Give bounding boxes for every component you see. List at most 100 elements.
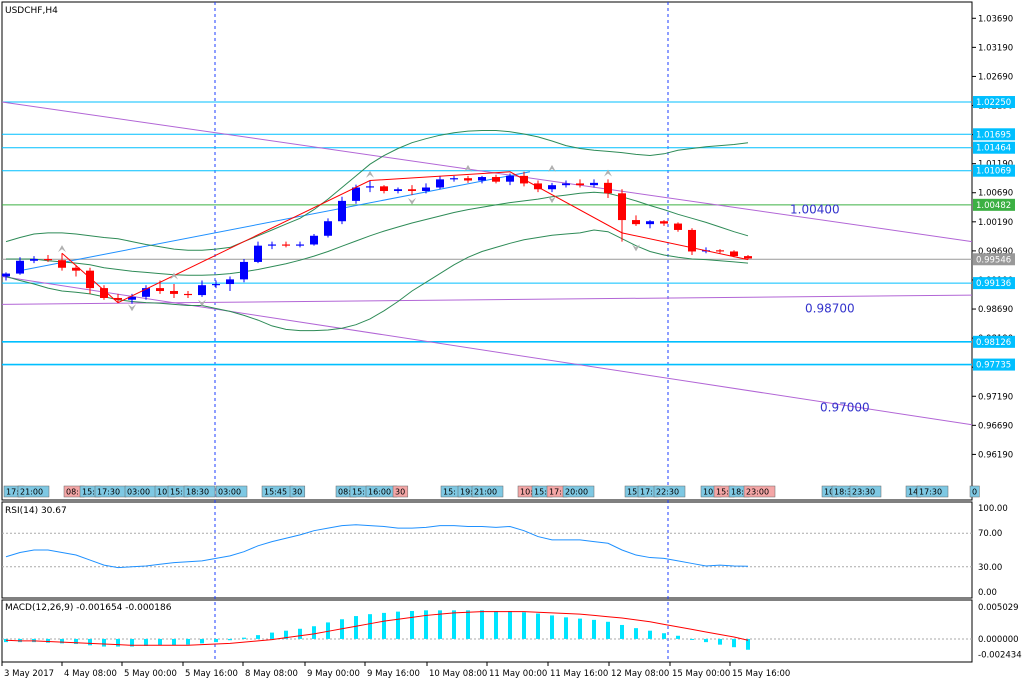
macd-histogram-bar (410, 610, 414, 639)
fractal-arrow (548, 164, 556, 172)
candle-body (562, 183, 570, 186)
candle-body (660, 221, 668, 224)
price-tick-label: 1.00190 (978, 218, 1013, 228)
macd-histogram-bar (452, 610, 456, 639)
candle-body (478, 177, 486, 181)
session-box-label: 17: (549, 488, 562, 497)
date-label: 11 May 00:00 (489, 669, 547, 679)
price-axis: 1.036901.031901.026901.021901.016901.011… (1, 14, 1022, 679)
price-tick-label: 1.01190 (978, 160, 1013, 170)
candle-body (324, 221, 332, 236)
price-level-label: 0.99136 (976, 279, 1011, 289)
session-box-label: 19: (460, 488, 473, 497)
date-label: 10 May 08:00 (429, 669, 487, 679)
price-tick-label: 0.96190 (978, 450, 1013, 460)
session-box-label: 15: (627, 488, 640, 497)
candle-body (408, 189, 416, 191)
session-box-label: 21:00 (20, 488, 43, 497)
candle-body (100, 288, 108, 298)
macd-histogram-bar (116, 638, 120, 647)
price-tick-label: 0.99690 (978, 247, 1013, 257)
price-level-box (973, 277, 1015, 290)
session-box (969, 485, 980, 498)
session-box-label: 0 (972, 488, 977, 497)
price-level-label: 1.01069 (976, 167, 1011, 177)
candle-body (282, 244, 290, 246)
price-tick-label: 0.97190 (978, 392, 1013, 402)
price-level-box (973, 128, 1015, 141)
session-box-label: 10: (703, 488, 716, 497)
macd-histogram-bar (732, 638, 736, 648)
session-box-label: 17: (6, 488, 19, 497)
session-box-label: 08: (66, 488, 79, 497)
session-box (916, 485, 949, 498)
date-label: 5 May 00:00 (124, 669, 177, 679)
price-level-label: 0.97735 (976, 361, 1011, 371)
candle-body (688, 229, 696, 252)
candle-body (310, 235, 318, 245)
date-label: 8 May 08:00 (245, 669, 298, 679)
macd-histogram-bar (298, 628, 302, 639)
session-box-label: 08: (338, 488, 351, 497)
macd-histogram-bar (312, 626, 316, 639)
session-box-label: 10 (824, 488, 834, 497)
candle-body (450, 178, 458, 180)
session-box-label: 20:00 (565, 488, 588, 497)
candle-body (72, 267, 80, 271)
session-box (17, 485, 50, 498)
macd-histogram-bar (480, 610, 484, 639)
candle-body (436, 179, 444, 188)
macd-histogram-bar (718, 638, 722, 645)
macd-histogram-bar (466, 610, 470, 639)
candle-body (422, 187, 430, 191)
session-box-label: 15:45 (264, 488, 287, 497)
session-box (562, 485, 595, 498)
session-box (392, 485, 409, 498)
chart-frames (1, 1, 973, 663)
candle-body (16, 260, 24, 274)
macd-histogram-bar (662, 633, 666, 639)
price-level-label: 1.01464 (976, 144, 1011, 154)
candle-body (548, 185, 556, 190)
candle-body (338, 200, 346, 222)
macd-panel: MACD(12,26,9) -0.001654 -0.000186 (2, 603, 972, 650)
candle-body (128, 296, 136, 300)
zigzag-line (61, 171, 749, 304)
macd-tick-label: -0.002434 (978, 650, 1022, 660)
session-box-label: 17:30 (919, 488, 942, 497)
fractal-arrow (408, 197, 416, 205)
date-label: 15 May 16:00 (732, 669, 790, 679)
rsi-tick-label: 30.00 (978, 563, 1002, 573)
session-box-label: 15: (534, 488, 547, 497)
macd-histogram-bar (634, 628, 638, 639)
candle-body (184, 293, 192, 296)
candle-body (730, 251, 738, 257)
rsi-panel: RSI(14) 30.67 (2, 506, 972, 569)
rsi-tick-label: 100.00 (978, 504, 1008, 514)
macd-histogram-bar (396, 611, 400, 639)
date-label: 4 May 08:00 (64, 669, 117, 679)
macd-histogram-bar (424, 610, 428, 639)
macd-histogram-bar (620, 624, 624, 639)
candle-body (212, 284, 220, 286)
price-level-label: 0.98126 (976, 338, 1011, 348)
macd-tick-label: 0.005029 (978, 603, 1019, 613)
macd-histogram-bar (60, 638, 64, 644)
macd-histogram-bar (648, 630, 652, 639)
candle-body (492, 177, 500, 182)
price-tick-label: 1.00690 (978, 189, 1013, 199)
macd-histogram-bar (494, 610, 498, 639)
macd-histogram-bar (746, 638, 750, 650)
candle-body (114, 297, 122, 300)
trend-line-mid (1, 294, 973, 305)
date-label: 9 May 16:00 (367, 669, 420, 679)
macd-histogram-bar (158, 638, 162, 646)
macd-histogram-bar (228, 638, 232, 641)
macd-histogram-bar (130, 638, 134, 647)
candle-body (142, 288, 150, 297)
price-tick-label: 0.96690 (978, 421, 1013, 431)
trend-line-upper (1, 101, 973, 243)
candle-body (254, 245, 262, 262)
price-level-label: 1.01695 (976, 130, 1011, 140)
fractal-arrow (548, 196, 556, 204)
